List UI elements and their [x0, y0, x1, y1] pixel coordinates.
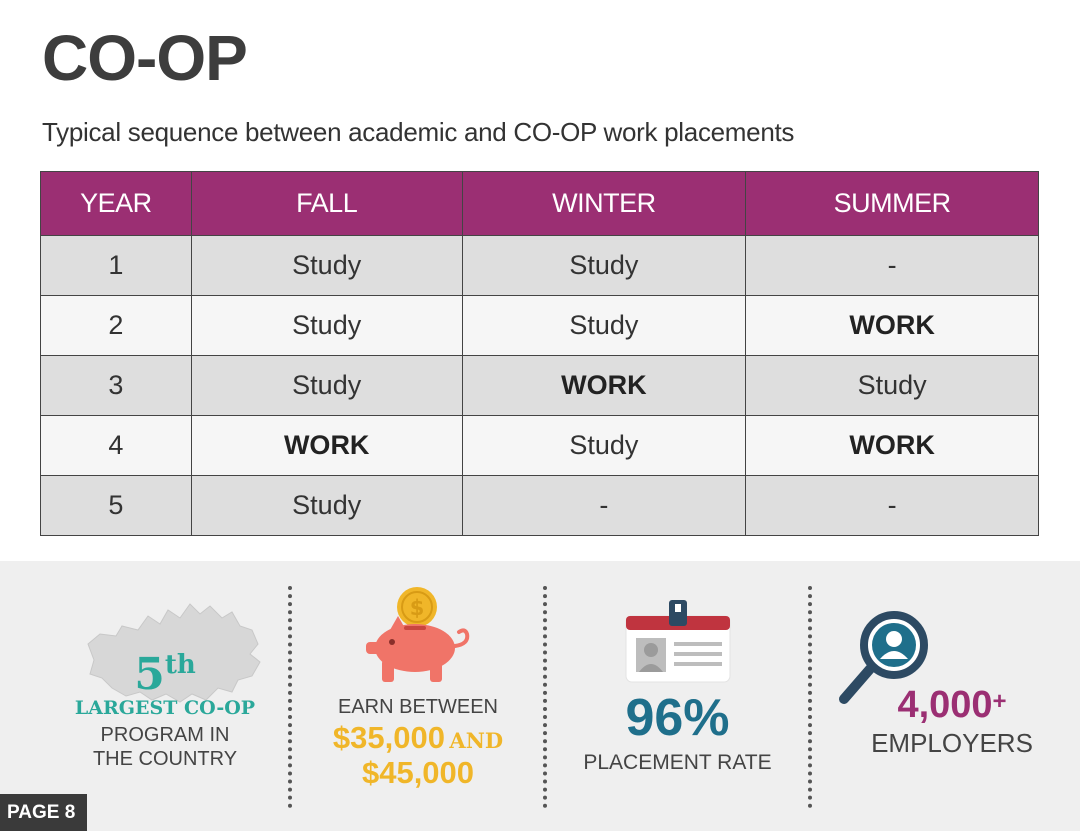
rank-suffix: th	[164, 650, 196, 680]
cell-summer: WORK	[745, 415, 1039, 476]
page-subtitle: Typical sequence between academic and CO…	[42, 117, 795, 147]
employers-label: EMPLOYERS	[871, 728, 1033, 758]
cell-year: 2	[40, 295, 192, 356]
piggy-bank-icon: $	[366, 587, 470, 682]
cell-summer: WORK	[745, 295, 1039, 356]
page-title: CO-OP	[42, 22, 248, 94]
dotted-divider	[543, 586, 547, 808]
header-winter: WINTER	[461, 171, 747, 236]
earn-amount1: $35,000	[332, 720, 445, 755]
rank-line1: LARGEST CO-OP	[74, 697, 256, 719]
header-year: YEAR	[40, 171, 192, 236]
cell-winter: Study	[461, 295, 747, 356]
placement-stat: 96% PLACEMENT RATE	[565, 692, 790, 774]
header-fall: FALL	[190, 171, 463, 236]
earn-stat: EARN BETWEEN $35,000 AND $45,000	[308, 697, 528, 790]
cell-fall: Study	[190, 235, 463, 296]
earn-conj: AND	[449, 728, 504, 753]
cell-summer: Study	[745, 355, 1039, 416]
earn-amount2: $45,000	[361, 755, 475, 791]
coop-sequence-table: YEAR FALL WINTER SUMMER 1 Study Study - …	[40, 171, 1039, 536]
cell-winter: Study	[461, 415, 747, 476]
cell-fall: Study	[190, 355, 463, 416]
earn-line1: EARN BETWEEN	[337, 696, 499, 718]
cell-fall: Study	[190, 295, 463, 356]
rank-stat: 5th LARGEST CO-OP PROGRAM IN THE COUNTRY	[70, 652, 260, 770]
table-row: 3 Study WORK Study	[40, 355, 1039, 416]
employers-value: 4,000	[897, 684, 993, 726]
placement-value: 96%	[625, 689, 730, 747]
cell-winter: -	[461, 475, 747, 536]
canada-map-icon	[87, 603, 261, 703]
table-header-row: YEAR FALL WINTER SUMMER	[40, 171, 1039, 236]
cell-fall: WORK	[190, 415, 463, 476]
cell-year: 3	[40, 355, 192, 416]
rank-line2: PROGRAM IN	[100, 723, 230, 746]
rank-line3: THE COUNTRY	[92, 747, 238, 770]
dotted-divider	[288, 586, 292, 808]
employers-stat: 4,000+ EMPLOYERS	[860, 686, 1044, 757]
cell-winter: Study	[461, 235, 747, 296]
table-row: 5 Study - -	[40, 475, 1039, 536]
table-row: 1 Study Study -	[40, 235, 1039, 296]
coin-symbol: $	[410, 596, 425, 620]
placement-label: PLACEMENT RATE	[583, 751, 772, 774]
cell-summer: -	[745, 475, 1039, 536]
magnifier-icon	[839, 611, 928, 704]
cell-summer: -	[745, 235, 1039, 296]
cell-fall: Study	[190, 475, 463, 536]
cell-winter: WORK	[461, 355, 747, 416]
table-row: 4 WORK Study WORK	[40, 415, 1039, 476]
rank-number: 5	[134, 649, 165, 700]
cell-year: 5	[40, 475, 192, 536]
page-number-tag: PAGE 8	[0, 794, 87, 831]
id-badge-icon	[625, 600, 731, 683]
cell-year: 1	[40, 235, 192, 296]
dotted-divider	[808, 586, 812, 808]
table-row: 2 Study Study WORK	[40, 295, 1039, 356]
employers-plus: +	[992, 688, 1007, 715]
header-summer: SUMMER	[745, 171, 1039, 236]
cell-year: 4	[40, 415, 192, 476]
